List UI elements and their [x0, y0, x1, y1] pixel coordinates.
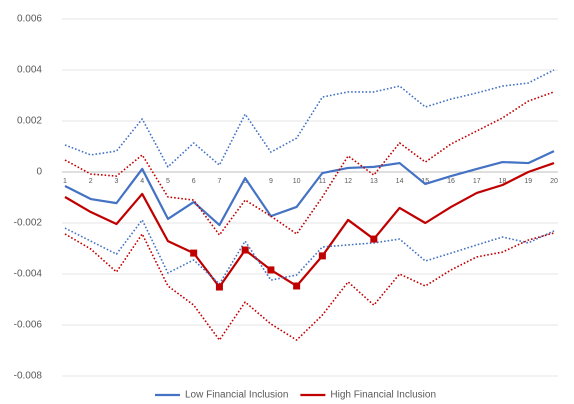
y-tick-label: 0.004: [17, 65, 42, 76]
x-tick-label: 15: [421, 178, 429, 185]
x-tick-label: 8: [243, 178, 247, 185]
x-tick-label: 20: [550, 178, 558, 185]
x-tick-label: 7: [217, 178, 221, 185]
y-tick-label: 0: [36, 167, 42, 178]
marker: [370, 235, 378, 243]
marker: [267, 266, 275, 274]
marker: [293, 282, 301, 290]
x-tick-label: 2: [89, 178, 93, 185]
y-tick-label: -0.002: [14, 218, 43, 229]
marker: [215, 283, 223, 291]
x-tick-label: 10: [293, 178, 301, 185]
x-tick-label: 16: [447, 178, 455, 185]
x-tick-label: 13: [370, 178, 378, 185]
legend-label: Low Financial Inclusion: [185, 390, 288, 401]
band-line: [64, 232, 555, 341]
y-tick-label: -0.008: [14, 371, 43, 382]
legend-label: High Financial Inclusion: [330, 390, 436, 401]
band-line: [64, 69, 555, 168]
x-tick-label: 4: [140, 178, 144, 185]
x-tick-label: 5: [166, 178, 170, 185]
x-tick-label: 12: [344, 178, 352, 185]
x-tick-label: 17: [473, 178, 481, 185]
x-tick-label: 3: [115, 178, 119, 185]
marker: [318, 252, 326, 260]
y-tick-label: -0.004: [14, 269, 43, 280]
y-tick-label: -0.006: [14, 320, 43, 331]
x-tick-label: 11: [319, 178, 326, 185]
x-tick-label: 1: [63, 178, 67, 185]
series-line: [64, 162, 555, 289]
x-tick-label: 6: [192, 178, 196, 185]
marker: [241, 246, 249, 254]
y-tick-label: 0.002: [17, 116, 42, 127]
x-tick-label: 19: [524, 178, 532, 185]
x-tick-label: 18: [499, 178, 507, 185]
y-tick-label: 0.006: [17, 14, 42, 25]
marker: [190, 249, 198, 257]
x-tick-label: 9: [269, 178, 273, 185]
band-line: [64, 91, 555, 236]
series-line: [64, 150, 555, 227]
x-tick-label: 14: [396, 178, 404, 185]
